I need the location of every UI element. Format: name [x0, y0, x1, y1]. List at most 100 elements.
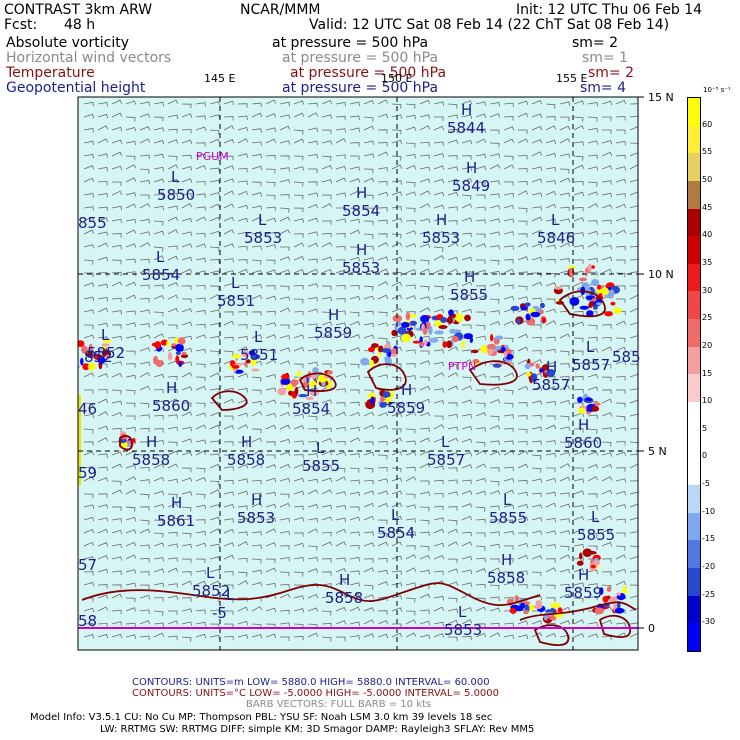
wind-barb [83, 206, 94, 211]
wind-barb [321, 165, 333, 170]
field-pressure-wind: at pressure = 500 hPa [282, 50, 439, 66]
wind-barb [139, 242, 151, 248]
wind-barb [615, 467, 626, 472]
wind-barb [321, 321, 333, 326]
wind-barb [181, 308, 193, 313]
wind-barb [83, 607, 95, 613]
wind-barb [125, 243, 137, 248]
wind-barb [391, 363, 402, 368]
wind-barb [279, 493, 290, 499]
wind-barb [433, 372, 445, 378]
wind-barb [321, 399, 333, 404]
wind-barb [167, 517, 178, 523]
wind-barb [335, 505, 346, 510]
vorticity-cell [87, 362, 96, 371]
wind-barb [209, 335, 220, 341]
wind-barb [433, 141, 444, 146]
wind-barb [503, 504, 515, 510]
pressure-center-type: H [578, 566, 589, 584]
wind-barb [629, 413, 638, 417]
wind-barb [419, 593, 431, 599]
wind-barb [335, 115, 346, 121]
forecast-value: 48 h [64, 17, 96, 33]
wind-barb [574, 467, 584, 472]
wind-barb [559, 568, 571, 574]
wind-barb [405, 387, 417, 392]
wind-barb [153, 166, 164, 172]
lon-label-150e: 150 E [381, 72, 413, 85]
colorbar-segment [688, 180, 700, 209]
height-value-label: 5853 [237, 509, 275, 527]
height-value-label: 5854 [377, 524, 415, 542]
wind-barb [405, 259, 416, 265]
vorticity-cell [613, 307, 622, 314]
wind-barb [545, 452, 556, 458]
wind-barb [279, 477, 291, 483]
wind-barb [545, 376, 556, 381]
wind-barb [503, 259, 514, 264]
wind-barb [335, 192, 347, 197]
wind-barb [601, 245, 612, 250]
wind-barb [587, 440, 598, 445]
edge-height-label: 46 [78, 400, 97, 418]
wind-barb [419, 569, 430, 575]
wind-barb [349, 491, 360, 497]
vorticity-cell [593, 560, 600, 566]
wind-barb [601, 192, 612, 198]
wind-barb [83, 216, 95, 222]
wind-barb [335, 165, 347, 171]
wind-barb [307, 102, 318, 108]
wind-barb [405, 284, 416, 289]
wind-barb [181, 129, 192, 134]
wind-barb [573, 375, 584, 381]
wind-barb [223, 216, 235, 222]
wind-barb [489, 259, 500, 265]
pressure-center-type: L [391, 506, 400, 524]
wind-barb [195, 467, 206, 473]
vorticity-cell [391, 348, 397, 354]
wind-barb [83, 296, 95, 302]
wind-barb [419, 114, 431, 119]
wind-barb [517, 479, 528, 485]
wind-barb [335, 517, 346, 523]
wind-barb [83, 372, 95, 378]
wind-barb [321, 194, 332, 200]
wind-barb [195, 621, 206, 627]
wind-barb [475, 545, 486, 551]
vorticity-cell [472, 359, 480, 364]
wind-barb [153, 519, 164, 525]
wind-barb [223, 320, 235, 326]
wind-barb [531, 620, 543, 625]
wind-barb [195, 376, 206, 382]
height-value-label: 5852 [87, 344, 125, 362]
vorticity-cell [181, 351, 187, 355]
colorbar-segment [688, 346, 700, 375]
wind-barb [447, 437, 459, 443]
wind-barb [545, 386, 557, 391]
wind-barb [167, 389, 178, 394]
wind-barb [587, 258, 598, 263]
wind-barb [573, 528, 585, 534]
wind-barb [209, 424, 221, 430]
wind-barb [251, 569, 262, 575]
height-value-label: 5858 [325, 589, 363, 607]
wind-barb [475, 311, 486, 317]
wind-barb [559, 177, 571, 183]
wind-barb [629, 570, 638, 573]
wind-barb [167, 557, 178, 562]
wind-barb [545, 258, 556, 264]
wind-barb [503, 192, 514, 198]
wind-barb [293, 532, 304, 537]
wind-barb [237, 115, 248, 121]
wind-barb [447, 178, 459, 184]
wind-barb [517, 168, 528, 173]
wind-barb [321, 220, 332, 225]
wind-barb [447, 479, 458, 484]
wind-barb [97, 272, 108, 277]
wind-barb [419, 491, 431, 496]
wind-barb [293, 363, 304, 369]
wind-barb [209, 294, 221, 300]
vorticity-cell [531, 373, 538, 383]
edge-height-label: 57 [78, 556, 97, 574]
vorticity-cell [321, 381, 326, 387]
